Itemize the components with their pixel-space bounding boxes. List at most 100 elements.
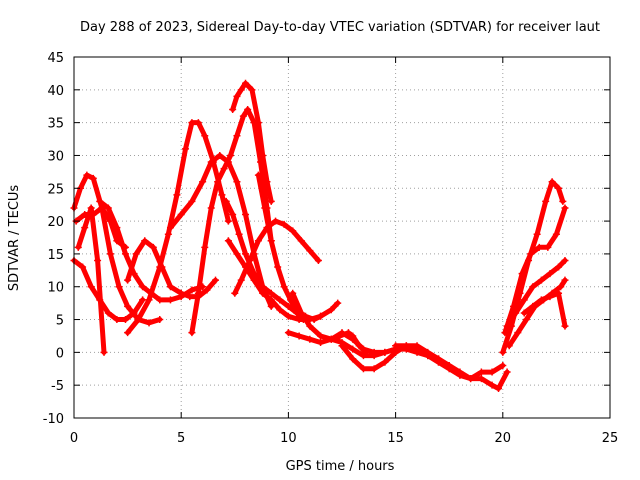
data-point-marker bbox=[164, 230, 172, 238]
y-tick-label: 40 bbox=[47, 84, 64, 99]
data-point-marker bbox=[139, 283, 147, 291]
data-point-marker bbox=[203, 286, 211, 294]
data-point-marker bbox=[514, 329, 522, 337]
data-point-marker bbox=[96, 197, 104, 205]
data-point-marker bbox=[259, 283, 267, 291]
data-point-marker bbox=[327, 335, 335, 343]
data-point-marker bbox=[254, 119, 262, 127]
series-line bbox=[504, 258, 568, 329]
data-point-marker bbox=[188, 197, 196, 205]
data-point-marker bbox=[124, 276, 132, 284]
data-point-marker bbox=[212, 276, 220, 284]
series-group bbox=[70, 79, 569, 392]
data-point-marker bbox=[267, 237, 275, 245]
data-point-marker bbox=[272, 217, 280, 225]
data-point-marker bbox=[229, 211, 237, 219]
data-point-marker bbox=[349, 345, 357, 353]
data-point-marker bbox=[274, 263, 282, 271]
data-point-marker bbox=[561, 322, 569, 330]
data-point-marker bbox=[233, 250, 241, 258]
data-point-marker bbox=[132, 250, 140, 258]
data-point-marker bbox=[173, 191, 181, 199]
data-point-marker bbox=[359, 365, 367, 373]
data-point-marker bbox=[134, 316, 142, 324]
data-point-marker bbox=[242, 79, 250, 87]
data-point-marker bbox=[445, 361, 453, 369]
data-point-marker bbox=[327, 306, 335, 314]
data-point-marker bbox=[218, 191, 226, 199]
data-point-marker bbox=[156, 296, 164, 304]
y-tick-label: 5 bbox=[56, 314, 64, 329]
data-point-marker bbox=[276, 296, 284, 304]
data-point-marker bbox=[149, 243, 157, 251]
series-sat-x bbox=[520, 289, 569, 330]
data-point-marker bbox=[177, 211, 185, 219]
data-point-marker bbox=[537, 296, 545, 304]
data-point-marker bbox=[83, 171, 91, 179]
data-point-marker bbox=[555, 184, 563, 192]
data-point-marker bbox=[87, 204, 95, 212]
data-point-marker bbox=[267, 289, 275, 297]
data-point-marker bbox=[280, 220, 288, 228]
data-point-marker bbox=[289, 289, 297, 297]
data-point-marker bbox=[548, 178, 556, 186]
y-tick-label: 25 bbox=[47, 182, 64, 197]
grid bbox=[74, 57, 610, 418]
data-point-marker bbox=[276, 306, 284, 314]
data-point-marker bbox=[156, 263, 164, 271]
data-point-marker bbox=[499, 348, 507, 356]
data-point-marker bbox=[537, 276, 545, 284]
data-point-marker bbox=[488, 368, 496, 376]
series-sat-d bbox=[74, 204, 108, 356]
data-point-marker bbox=[237, 86, 245, 94]
data-point-marker bbox=[520, 309, 528, 317]
data-point-marker bbox=[166, 296, 174, 304]
data-point-marker bbox=[284, 329, 292, 337]
data-point-marker bbox=[317, 312, 325, 320]
data-point-marker bbox=[456, 368, 464, 376]
data-point-marker bbox=[194, 289, 202, 297]
data-point-marker bbox=[233, 132, 241, 140]
data-point-marker bbox=[222, 197, 230, 205]
series-line bbox=[502, 205, 568, 336]
data-point-marker bbox=[113, 316, 121, 324]
data-point-marker bbox=[124, 329, 132, 337]
data-point-marker bbox=[216, 151, 224, 159]
data-point-marker bbox=[267, 296, 275, 304]
y-axis-label: SDTVAR / TECUs bbox=[7, 185, 22, 292]
data-point-marker bbox=[555, 263, 563, 271]
data-point-marker bbox=[306, 247, 314, 255]
data-point-marker bbox=[561, 276, 569, 284]
y-tick-label: 0 bbox=[56, 346, 64, 361]
data-point-marker bbox=[555, 289, 563, 297]
data-point-marker bbox=[207, 204, 215, 212]
data-point-marker bbox=[166, 224, 174, 232]
y-tick-label: 15 bbox=[47, 248, 64, 263]
data-point-marker bbox=[529, 283, 537, 291]
series-sat-m bbox=[231, 217, 322, 297]
data-point-marker bbox=[121, 316, 129, 324]
data-point-marker bbox=[201, 243, 209, 251]
data-point-marker bbox=[359, 352, 367, 360]
data-point-marker bbox=[259, 151, 267, 159]
data-point-marker bbox=[501, 329, 509, 337]
data-point-marker bbox=[194, 119, 202, 127]
series-line bbox=[97, 198, 206, 303]
data-point-marker bbox=[559, 197, 567, 205]
data-point-marker bbox=[499, 361, 507, 369]
data-point-marker bbox=[227, 151, 235, 159]
plot-frame bbox=[73, 56, 611, 419]
series-sat-s bbox=[392, 342, 511, 392]
x-tick-label: 5 bbox=[177, 431, 185, 446]
data-point-marker bbox=[115, 283, 123, 291]
data-point-marker bbox=[349, 355, 357, 363]
data-point-marker bbox=[156, 316, 164, 324]
data-point-marker bbox=[280, 283, 288, 291]
data-point-marker bbox=[246, 256, 254, 264]
data-point-marker bbox=[381, 358, 389, 366]
y-tick-label: 10 bbox=[47, 281, 64, 296]
data-point-marker bbox=[434, 355, 442, 363]
y-tick-label: 35 bbox=[47, 117, 64, 132]
series-sat-j bbox=[229, 79, 275, 205]
